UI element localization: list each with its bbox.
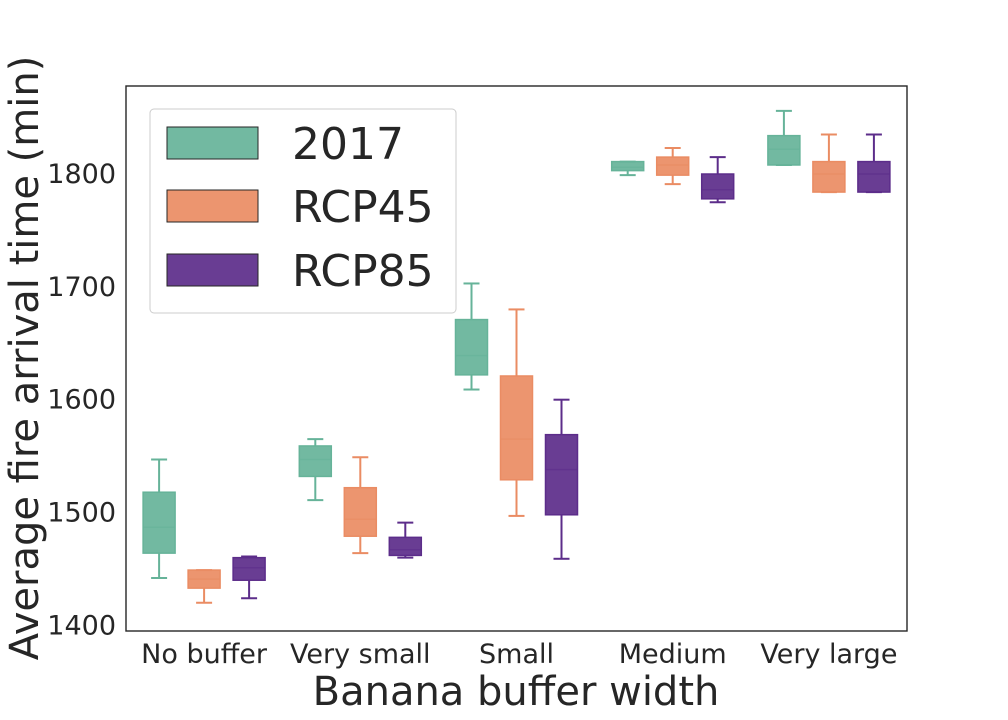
legend-swatch-rcp85 [166, 253, 259, 287]
x-tick-label: Very large [760, 639, 897, 670]
box-body [767, 134, 801, 166]
y-tick-labels: 1400 1500 1600 1700 1800 [47, 159, 116, 641]
box-2017-4 [767, 109, 801, 166]
y-tick-label: 1700 [47, 272, 116, 303]
box-2017-1 [298, 438, 333, 502]
legend-label-rcp85: RCP85 [292, 246, 434, 297]
box-2017-3 [610, 160, 645, 177]
y-tick-label: 1500 [47, 498, 116, 529]
box-body [655, 156, 690, 176]
box-rcp45-2 [499, 308, 534, 517]
box-body [388, 536, 423, 557]
box-body [610, 160, 645, 172]
box-body [700, 173, 735, 200]
box-body [298, 445, 333, 478]
box-body [857, 160, 891, 193]
y-tick-label: 1800 [47, 159, 116, 190]
legend-swatch-2017 [166, 126, 259, 160]
box-rcp45-4 [812, 133, 846, 194]
x-tick-label: Small [479, 639, 554, 670]
box-body [142, 491, 176, 554]
box-body [812, 160, 846, 193]
box-2017-2 [454, 282, 489, 391]
box-rcp85-4 [857, 133, 891, 194]
legend-label-2017: 2017 [292, 119, 404, 170]
box-body [343, 486, 378, 537]
box-rcp85-3 [700, 156, 735, 204]
x-tick-label: No buffer [141, 639, 268, 670]
box-rcp85-2 [544, 398, 579, 560]
box-body [499, 375, 534, 481]
legend-swatch-rcp45 [166, 189, 259, 223]
box-rcp45-0 [187, 569, 221, 604]
boxes-layer [142, 109, 891, 604]
x-tick-labels: No buffer Very small Small Medium Very large [141, 639, 897, 670]
box-rcp45-3 [655, 147, 690, 186]
box-body [544, 433, 579, 516]
y-tick-label: 1400 [47, 610, 116, 641]
x-tick-label: Medium [619, 639, 727, 670]
y-axis-title: Average fire arrival time (min) [2, 56, 48, 661]
box-rcp45-1 [343, 456, 378, 555]
x-axis-title: Banana buffer width [313, 669, 720, 715]
box-body [454, 318, 489, 376]
box-2017-0 [142, 458, 176, 579]
x-tick-label: Very small [290, 639, 431, 670]
box-rcp85-0 [232, 555, 266, 600]
legend: 2017 RCP45 RCP85 [149, 108, 457, 314]
box-rcp85-1 [388, 521, 423, 559]
box-body [232, 556, 266, 581]
y-tick-label: 1600 [47, 385, 116, 416]
legend-label-rcp45: RCP45 [292, 182, 434, 233]
